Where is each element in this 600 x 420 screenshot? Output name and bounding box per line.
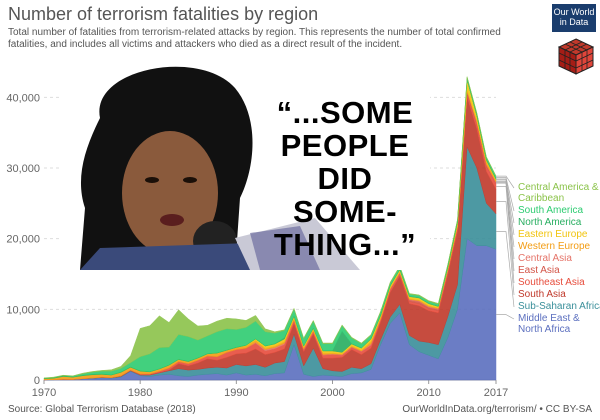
quote-line-2: PEOPLE xyxy=(280,128,410,163)
legend-connector xyxy=(496,175,515,189)
legend-entry[interactable]: South America xyxy=(518,205,584,216)
legend-entry[interactable]: North America xyxy=(518,217,582,228)
legend-entry[interactable]: South Asia xyxy=(518,289,566,300)
x-tick-labels: 1970 1980 1990 2000 2010 2017 xyxy=(32,387,508,399)
speaker-photo xyxy=(60,58,430,270)
legend-connector xyxy=(496,181,515,248)
legend-entry[interactable]: Central Asia xyxy=(518,253,572,264)
chart-title: Number of terrorism fatalities by region xyxy=(8,4,319,24)
legend-entry[interactable]: Western Europe xyxy=(518,241,591,252)
x-tick-label: 2010 xyxy=(416,387,440,399)
legend-connector xyxy=(496,314,515,320)
y-tick-label: 0 xyxy=(34,375,40,387)
x-tick-label: 2000 xyxy=(320,387,344,399)
y-tick-label: 40,000 xyxy=(6,92,40,104)
y-tick-label: 20,000 xyxy=(6,234,40,246)
legend-connector xyxy=(496,186,515,284)
area-central-america-caribbean xyxy=(43,76,497,379)
quote-line-4: SOME- xyxy=(292,194,398,229)
quote-line-3: DID xyxy=(317,161,373,196)
quote-line-5: THING...” xyxy=(273,227,417,262)
legend-connector xyxy=(496,177,515,212)
legend-entry[interactable]: Southeast Asia xyxy=(518,277,585,288)
legend-connector xyxy=(496,178,515,224)
x-tick-label: 2017 xyxy=(484,387,508,399)
legend-connector-lines xyxy=(496,175,515,320)
legend-connector xyxy=(496,182,515,272)
x-tick-label: 1990 xyxy=(224,387,248,399)
legend-connector xyxy=(496,179,515,236)
y-tick-labels: 0 10,000 20,000 30,000 40,000 xyxy=(6,92,40,387)
legend-entry[interactable]: Central America & Caribbean xyxy=(518,182,599,204)
x-tick-label: 1970 xyxy=(32,387,56,399)
legend-connector xyxy=(496,231,515,308)
y-tick-label: 30,000 xyxy=(6,163,40,175)
legend-entry[interactable]: East Asia xyxy=(518,265,560,276)
face xyxy=(122,131,218,255)
legend-entry[interactable]: Sub-Saharan Africa xyxy=(518,301,600,312)
legend-entry[interactable]: Middle East & North Africa xyxy=(518,313,580,335)
quote-line-1: “...SOME xyxy=(276,95,414,130)
owid-logo[interactable]: Our World in Data xyxy=(552,4,596,32)
source-note[interactable]: Source: Global Terrorism Database (2018) xyxy=(8,404,196,415)
y-tick-label: 10,000 xyxy=(6,304,40,316)
chart-subtitle: Total number of fatalities from terroris… xyxy=(8,27,501,50)
logo-line-1: Our World xyxy=(553,7,595,17)
logo-line-2: in Data xyxy=(559,17,589,27)
legend-entry[interactable]: Eastern Europe xyxy=(518,229,588,240)
credit-link[interactable]: OurWorldInData.org/terrorism/ • CC BY-SA xyxy=(402,404,592,415)
x-tick-label: 1980 xyxy=(128,387,152,399)
rubiks-cube-icon xyxy=(557,38,595,75)
legend-connector xyxy=(496,182,515,260)
quote-text: “...SOME PEOPLE DID SOME- THING...” xyxy=(270,96,420,261)
legend-connector xyxy=(496,201,515,296)
